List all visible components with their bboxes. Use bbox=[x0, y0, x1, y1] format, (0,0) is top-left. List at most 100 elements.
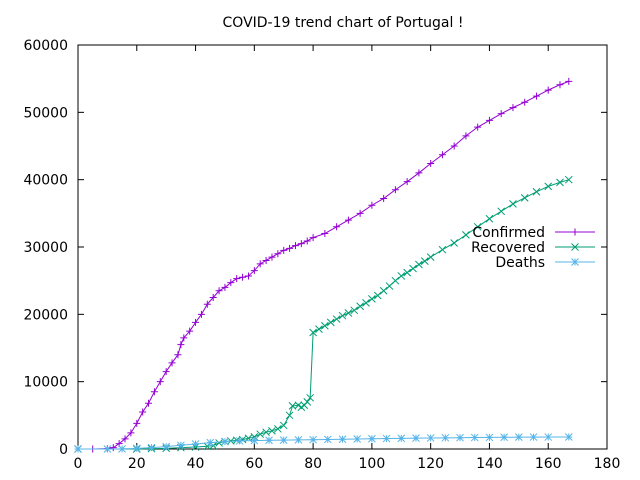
data-point bbox=[118, 445, 126, 453]
x-tick-label: 0 bbox=[74, 456, 83, 472]
x-tick-label: 60 bbox=[245, 456, 263, 472]
x-tick-label: 180 bbox=[594, 456, 621, 472]
data-point bbox=[368, 201, 376, 209]
data-point bbox=[382, 434, 391, 443]
data-point bbox=[309, 328, 317, 337]
legend-label: Recovered bbox=[471, 240, 545, 256]
x-axis: 0 20 40 60 80 100 120 140 160 180 bbox=[74, 45, 621, 472]
data-point bbox=[132, 444, 141, 453]
data-point bbox=[450, 239, 459, 247]
data-point bbox=[529, 433, 538, 441]
data-point bbox=[174, 351, 182, 359]
data-point bbox=[564, 433, 573, 441]
data-point bbox=[162, 442, 171, 451]
data-point bbox=[415, 260, 423, 269]
data-point bbox=[353, 435, 362, 443]
data-point bbox=[333, 223, 341, 231]
data-point bbox=[280, 246, 288, 254]
data-point bbox=[332, 315, 341, 323]
data-point bbox=[397, 434, 406, 443]
data-point bbox=[191, 440, 200, 448]
data-point bbox=[235, 437, 244, 445]
data-point bbox=[262, 256, 270, 264]
data-point bbox=[474, 123, 482, 131]
data-point bbox=[497, 207, 506, 216]
data-point bbox=[326, 318, 335, 327]
data-point bbox=[250, 433, 259, 441]
data-point bbox=[294, 436, 303, 444]
data-point bbox=[403, 178, 411, 186]
data-point bbox=[145, 399, 153, 407]
data-point bbox=[177, 441, 185, 450]
data-point bbox=[274, 250, 282, 258]
data-point bbox=[268, 426, 276, 435]
data-point bbox=[233, 275, 241, 283]
x-tick-label: 20 bbox=[128, 456, 146, 472]
data-point bbox=[391, 186, 399, 194]
data-point bbox=[256, 260, 264, 268]
data-point bbox=[250, 436, 259, 445]
data-point bbox=[209, 294, 217, 301]
data-point bbox=[500, 433, 508, 442]
data-point bbox=[485, 433, 494, 442]
data-point bbox=[426, 253, 435, 261]
y-tick-label: 40000 bbox=[23, 173, 68, 189]
data-point bbox=[412, 434, 420, 443]
data-point bbox=[156, 378, 164, 386]
data-point bbox=[427, 160, 435, 168]
data-point bbox=[521, 98, 529, 106]
data-point bbox=[344, 216, 352, 224]
x-tick-label: 40 bbox=[187, 456, 205, 472]
data-point bbox=[285, 411, 294, 420]
data-point bbox=[180, 334, 188, 342]
x-tick-label: 140 bbox=[476, 456, 503, 472]
data-point bbox=[74, 445, 82, 453]
y-axis: 0 10000 20000 30000 40000 50000 60000 bbox=[23, 38, 607, 458]
data-point bbox=[450, 142, 458, 150]
data-point bbox=[397, 272, 406, 280]
data-point bbox=[297, 240, 305, 248]
data-point bbox=[303, 237, 311, 245]
data-point bbox=[373, 291, 382, 300]
chart-title: COVID-19 trend chart of Portugal ! bbox=[223, 15, 464, 31]
legend-label: Deaths bbox=[495, 255, 545, 271]
data-point bbox=[221, 437, 229, 446]
data-point bbox=[279, 421, 288, 430]
data-point bbox=[338, 435, 347, 444]
data-point bbox=[221, 283, 229, 291]
data-point bbox=[344, 309, 353, 317]
data-point bbox=[323, 435, 332, 444]
data-point bbox=[497, 110, 505, 118]
legend-label: Confirmed bbox=[472, 225, 545, 241]
data-point bbox=[286, 244, 294, 252]
data-point bbox=[438, 245, 447, 254]
data-point bbox=[250, 267, 258, 275]
data-point bbox=[186, 327, 194, 335]
data-point bbox=[109, 444, 117, 452]
data-point bbox=[150, 388, 158, 396]
data-point bbox=[309, 435, 317, 444]
data-point bbox=[532, 92, 540, 100]
data-point bbox=[203, 300, 211, 308]
y-tick-label: 50000 bbox=[23, 105, 68, 121]
data-point bbox=[509, 104, 517, 112]
data-point bbox=[426, 434, 435, 442]
data-point bbox=[265, 436, 273, 445]
data-point bbox=[368, 434, 376, 443]
data-point bbox=[256, 430, 265, 439]
data-point bbox=[441, 433, 450, 442]
data-point bbox=[309, 234, 317, 242]
data-point bbox=[321, 321, 329, 330]
data-point bbox=[380, 195, 388, 203]
data-point bbox=[227, 279, 235, 287]
data-point bbox=[485, 116, 493, 124]
data-point bbox=[485, 214, 494, 223]
data-point bbox=[315, 325, 323, 334]
data-point bbox=[268, 253, 276, 261]
data-point bbox=[473, 222, 482, 231]
data-point bbox=[571, 243, 579, 251]
x-tick-label: 80 bbox=[304, 456, 322, 472]
data-point bbox=[306, 393, 315, 402]
data-point bbox=[244, 272, 252, 280]
